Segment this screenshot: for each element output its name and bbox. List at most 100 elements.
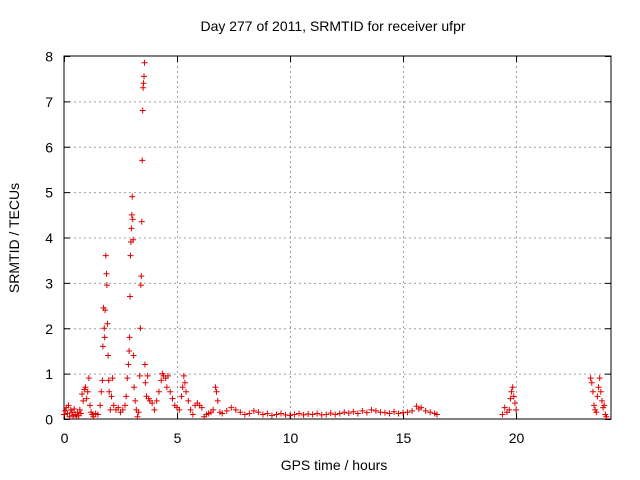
data-point: [163, 384, 170, 391]
y-tick-label: 3: [45, 275, 53, 291]
data-point: [181, 379, 188, 386]
data-point: [594, 393, 601, 400]
data-point: [84, 388, 91, 395]
data-point: [169, 395, 176, 402]
data-point: [149, 400, 156, 407]
data-point: [123, 393, 130, 400]
data-point: [506, 406, 513, 413]
y-axis-label: SRMTID / TECUs: [6, 183, 22, 293]
data-point: [354, 410, 361, 417]
data-point: [381, 409, 388, 416]
y-tick-label: 0: [45, 412, 53, 428]
data-point: [433, 411, 440, 418]
data-point: [97, 402, 104, 409]
data-point: [368, 406, 375, 413]
data-point: [198, 404, 205, 411]
data-point: [137, 282, 144, 289]
data-point: [167, 388, 174, 395]
data-point: [141, 361, 148, 368]
data-point: [359, 407, 366, 414]
data-point: [77, 410, 84, 417]
data-point: [138, 273, 145, 280]
data-point: [223, 407, 230, 414]
data-point: [144, 372, 151, 379]
y-tick-label: 7: [45, 94, 53, 110]
data-point: [101, 334, 108, 341]
y-tick-label: 4: [45, 230, 53, 246]
data-point: [68, 409, 75, 416]
data-point: [110, 402, 117, 409]
data-point: [499, 411, 506, 418]
data-point: [153, 397, 160, 404]
data-point: [64, 410, 71, 417]
data-point: [332, 411, 339, 418]
data-point: [82, 384, 89, 391]
y-tick-label: 5: [45, 185, 53, 201]
data-point: [158, 377, 165, 384]
data-point: [386, 410, 393, 417]
data-point: [327, 410, 334, 417]
data-point: [214, 397, 221, 404]
data-point: [86, 402, 93, 409]
y-tick-label: 6: [45, 139, 53, 155]
data-point: [130, 236, 137, 243]
data-point: [107, 406, 114, 413]
data-point: [597, 388, 604, 395]
data-point: [134, 413, 141, 420]
data-point: [130, 352, 137, 359]
data-point: [246, 410, 253, 417]
data-point: [591, 402, 598, 409]
data-point: [210, 406, 217, 413]
data-point: [99, 377, 106, 384]
data-point: [137, 325, 144, 332]
data-point: [507, 395, 514, 402]
data-point: [232, 406, 239, 413]
data-point: [128, 211, 135, 218]
data-point: [268, 412, 275, 419]
data-point: [178, 393, 185, 400]
data-point: [61, 411, 67, 418]
data-point: [105, 377, 112, 384]
data-point: [588, 379, 595, 386]
data-point: [80, 397, 87, 404]
data-point: [127, 252, 134, 259]
data-point: [189, 411, 196, 418]
data-point: [124, 375, 131, 382]
data-point: [139, 107, 146, 114]
data-point: [595, 384, 602, 391]
tick-labels: 0 5 10 15 20 0 1 2 3 4 5 6 7 8: [45, 49, 524, 447]
data-point: [596, 375, 603, 382]
chart-title: Day 277 of 2011, SRMTID for receiver ufp…: [200, 18, 465, 34]
data-point: [212, 384, 219, 391]
data-point: [501, 404, 508, 411]
data-point: [264, 410, 271, 417]
data-point: [99, 343, 106, 350]
data-point: [176, 406, 183, 413]
data-point: [125, 361, 132, 368]
data-point: [103, 270, 110, 277]
data-point: [259, 411, 266, 418]
data-point: [102, 252, 109, 259]
data-point: [296, 410, 303, 417]
data-point: [598, 397, 605, 404]
data-point: [314, 410, 321, 417]
data-point: [126, 334, 133, 341]
data-point: [510, 393, 517, 400]
data-point: [105, 352, 112, 359]
data-point: [309, 411, 316, 418]
data-point: [509, 384, 516, 391]
gridlines: [64, 56, 611, 419]
data-point: [126, 347, 133, 354]
data-point: [101, 325, 108, 332]
x-tick-label: 5: [174, 430, 182, 446]
data-point: [141, 59, 148, 66]
data-point: [129, 216, 136, 223]
data-point: [273, 411, 280, 418]
data-point: [127, 293, 134, 300]
data-point: [372, 407, 379, 414]
data-point: [603, 413, 610, 420]
x-tick-label: 10: [283, 430, 299, 446]
data-point: [71, 406, 78, 413]
data-point: [83, 395, 90, 402]
